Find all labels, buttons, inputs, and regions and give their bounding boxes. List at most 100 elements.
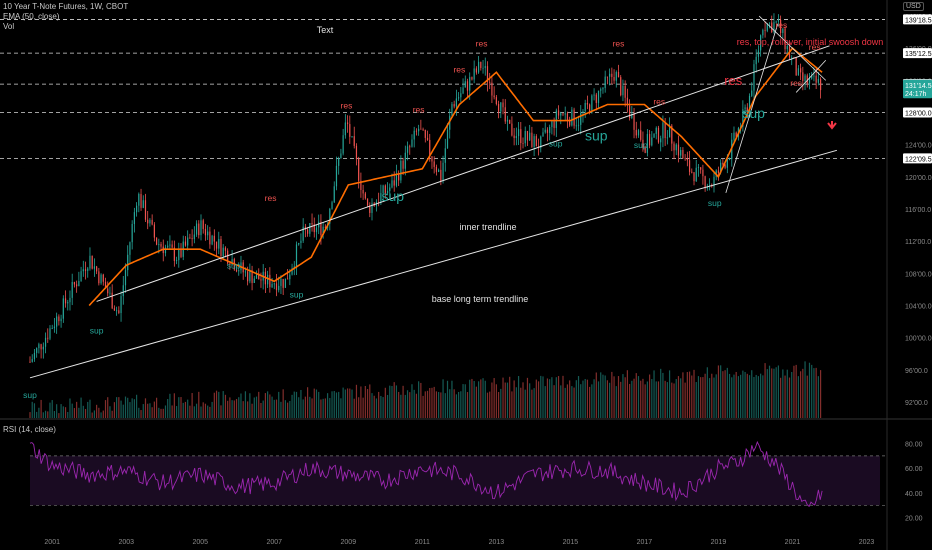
- candle-body: [318, 221, 320, 228]
- base-trendline[interactable]: [29, 149, 838, 379]
- candle-body: [360, 180, 362, 190]
- volume-bar: [124, 396, 127, 418]
- candle-body: [782, 28, 784, 34]
- volume-bar: [262, 400, 264, 418]
- wedge-line-lower[interactable]: [795, 60, 827, 93]
- candle-body: [215, 241, 218, 249]
- candle-body: [158, 244, 160, 245]
- wedge-line-upper[interactable]: [758, 15, 827, 81]
- candle-body: [473, 68, 475, 80]
- candle-body: [757, 50, 760, 57]
- candle-body: [111, 292, 113, 309]
- candle-body: [564, 113, 566, 115]
- volume-bar: [284, 400, 286, 418]
- ema-path[interactable]: [88, 47, 823, 307]
- price-level-tag[interactable]: [903, 88, 932, 99]
- volume-bar: [684, 382, 686, 418]
- candle-body: [460, 93, 462, 98]
- volume-bar: [62, 406, 64, 418]
- rsi-legend[interactable]: RSI (14, close): [3, 425, 56, 434]
- volume-bar: [267, 391, 269, 418]
- candle-body: [557, 110, 560, 116]
- price-level-tag[interactable]: [903, 79, 932, 90]
- volume-bar: [389, 385, 391, 418]
- volume-bar: [737, 376, 740, 418]
- price-level-tag[interactable]: [903, 48, 932, 59]
- rsi-path[interactable]: [29, 440, 823, 508]
- sup-big-label: sup: [381, 188, 404, 204]
- currency-badge[interactable]: USD: [903, 2, 924, 11]
- volume-bar: [657, 381, 660, 418]
- volume-bar: [624, 377, 626, 418]
- candle-body: [648, 134, 651, 146]
- volume-bar: [142, 404, 144, 418]
- time-tick-label: 2019: [711, 539, 727, 546]
- candle-body: [382, 185, 384, 194]
- volume-bar: [648, 374, 651, 418]
- volume-bar: [202, 402, 204, 418]
- volume-legend[interactable]: Vol: [3, 22, 15, 31]
- rsi-tick-label: 60.00: [905, 466, 923, 473]
- volume-bar: [260, 402, 262, 418]
- candle-body: [253, 278, 255, 283]
- candle-body: [151, 219, 153, 225]
- candle-body: [395, 173, 398, 186]
- candle-body: [406, 146, 409, 153]
- candle-body: [640, 130, 642, 140]
- candle-body: [620, 77, 622, 96]
- inner-trendline[interactable]: [96, 45, 830, 302]
- candle-body: [351, 136, 353, 138]
- price-level-tag[interactable]: [903, 14, 932, 25]
- candle-body: [344, 122, 346, 136]
- candle-body: [806, 75, 808, 84]
- volume-bar: [680, 378, 682, 418]
- volume-bar: [229, 397, 231, 418]
- candle-body: [591, 95, 593, 113]
- candle-body: [391, 180, 393, 188]
- candle-body: [49, 328, 51, 339]
- volume-bar: [318, 391, 320, 418]
- candle-body: [631, 113, 633, 119]
- ema-legend[interactable]: EMA (50, close): [3, 12, 60, 21]
- volume-bar: [473, 380, 475, 418]
- volume-bar: [600, 372, 602, 418]
- volume-bar: [302, 399, 304, 418]
- candle-body: [51, 328, 53, 329]
- candle-body: [104, 281, 107, 289]
- steep-trendline[interactable]: [725, 23, 779, 194]
- volume-bar: [151, 407, 153, 418]
- volume-bar: [320, 399, 322, 418]
- volume-bar: [555, 377, 557, 418]
- volume-bar: [622, 374, 624, 418]
- volume-bar: [369, 384, 371, 418]
- volume-bar: [682, 372, 684, 418]
- candle-body: [56, 316, 58, 327]
- volume-bar: [329, 398, 331, 418]
- volume-bar: [333, 390, 335, 418]
- candle-body: [313, 224, 315, 233]
- candle-body: [458, 97, 460, 99]
- volume-bar: [378, 391, 380, 418]
- candle-body: [471, 77, 473, 80]
- volume-bar: [222, 391, 224, 418]
- volume-bar: [413, 389, 415, 418]
- volume-bar: [244, 391, 247, 418]
- volume-bar: [595, 372, 597, 418]
- candle-body: [569, 120, 571, 126]
- volume-bar: [819, 370, 822, 418]
- volume-bar: [293, 391, 295, 418]
- volume-bar: [42, 412, 44, 418]
- volume-bar: [366, 389, 369, 418]
- price-level-tag[interactable]: [903, 153, 932, 164]
- volume-bar: [740, 374, 742, 418]
- price-tick-label: 116'00.0: [905, 207, 931, 214]
- volume-bar: [766, 369, 768, 418]
- volume-bar: [706, 367, 708, 418]
- volume-bar: [817, 376, 819, 418]
- price-level-tag[interactable]: [903, 107, 932, 118]
- candle-body: [244, 271, 247, 273]
- candle-body: [751, 90, 753, 96]
- candle-body: [418, 128, 420, 132]
- candle-body: [517, 129, 520, 137]
- volume-bar: [211, 401, 213, 418]
